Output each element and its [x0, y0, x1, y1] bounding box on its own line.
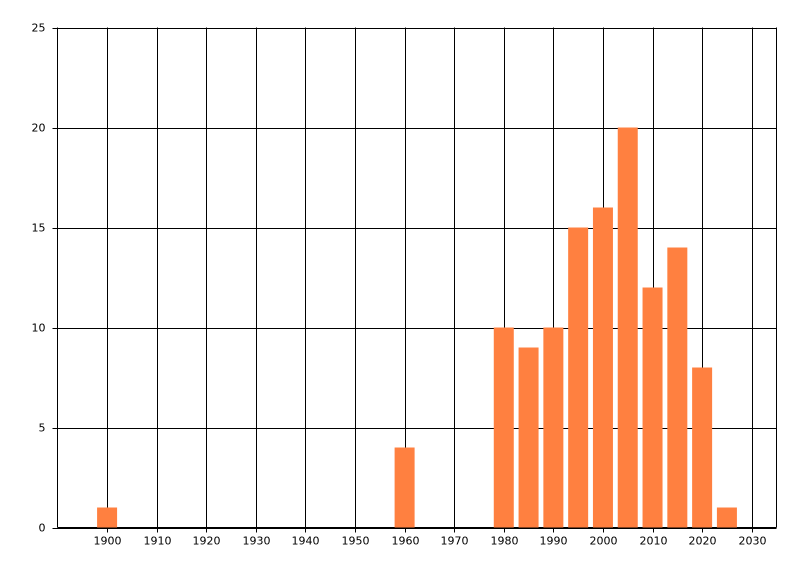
x-tick-label: 1940 — [292, 535, 320, 548]
bar — [716, 507, 737, 528]
y-tick-label: 10 — [32, 322, 46, 335]
bar — [518, 347, 539, 528]
x-tick-label: 1920 — [193, 535, 221, 548]
bar — [543, 327, 564, 528]
bar — [667, 247, 688, 528]
bar — [592, 207, 613, 528]
x-tick-label: 1990 — [540, 535, 568, 548]
x-tick-label: 1910 — [144, 535, 172, 548]
bar — [394, 447, 415, 528]
y-tick-label: 15 — [32, 222, 46, 235]
x-tick-label: 1980 — [491, 535, 519, 548]
x-tick-label: 1960 — [392, 535, 420, 548]
bar — [617, 127, 638, 528]
bar — [692, 367, 713, 528]
x-tick-label: 1950 — [342, 535, 370, 548]
x-tick-label: 1970 — [441, 535, 469, 548]
y-tick-label: 25 — [32, 22, 46, 35]
y-tick-label: 5 — [39, 422, 46, 435]
bar — [568, 227, 589, 528]
bar — [642, 287, 663, 528]
x-tick-label: 2010 — [640, 535, 668, 548]
bar — [493, 327, 514, 528]
y-tick-label: 0 — [39, 522, 46, 535]
x-tick-label: 1930 — [243, 535, 271, 548]
x-tick-label: 2030 — [739, 535, 767, 548]
y-tick-label: 20 — [32, 122, 46, 135]
x-tick-label: 2020 — [689, 535, 717, 548]
bar — [97, 507, 118, 528]
x-tick-label: 1900 — [94, 535, 122, 548]
x-tick-label: 2000 — [590, 535, 618, 548]
